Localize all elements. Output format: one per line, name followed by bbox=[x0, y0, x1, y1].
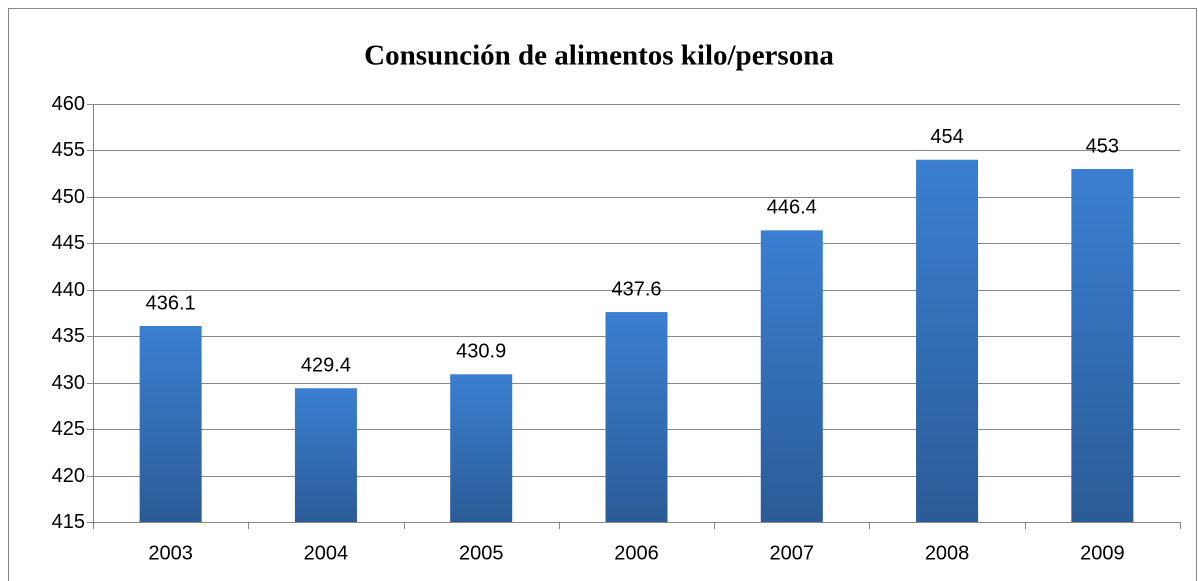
y-tick-label: 420 bbox=[52, 465, 85, 487]
y-tick-label: 455 bbox=[52, 139, 85, 161]
bar-shade bbox=[1071, 169, 1134, 522]
y-tick-label: 445 bbox=[52, 232, 85, 254]
data-label: 429.4 bbox=[301, 355, 351, 377]
data-label: 430.9 bbox=[456, 341, 506, 363]
chart-frame bbox=[8, 8, 1197, 581]
x-tick-label: 2003 bbox=[148, 542, 193, 564]
data-label: 453 bbox=[1086, 135, 1119, 157]
y-tick-label: 440 bbox=[52, 279, 85, 301]
y-tick-label: 435 bbox=[52, 325, 85, 347]
bar-shade bbox=[139, 326, 202, 522]
data-label: 446.4 bbox=[767, 197, 817, 219]
bar-shade bbox=[450, 374, 513, 522]
bar-shade bbox=[294, 388, 357, 522]
data-label: 436.1 bbox=[146, 292, 196, 314]
x-tick-label: 2009 bbox=[1080, 542, 1125, 564]
y-tick-label: 430 bbox=[52, 372, 85, 394]
x-tick-label: 2006 bbox=[614, 542, 659, 564]
y-tick-label: 425 bbox=[52, 418, 85, 440]
x-tick-label: 2005 bbox=[459, 542, 504, 564]
data-label: 437.6 bbox=[611, 278, 661, 300]
x-tick-label: 2008 bbox=[925, 542, 970, 564]
bar-shade bbox=[916, 159, 979, 522]
bar-shade bbox=[605, 312, 668, 522]
x-tick-label: 2004 bbox=[304, 542, 349, 564]
bar-shade bbox=[760, 230, 823, 522]
data-label: 454 bbox=[930, 126, 963, 148]
y-tick-label: 460 bbox=[52, 93, 85, 115]
y-tick-label: 415 bbox=[52, 511, 85, 533]
y-tick-label: 450 bbox=[52, 186, 85, 208]
x-tick-label: 2007 bbox=[770, 542, 815, 564]
chart-title: Consunción de alimentos kilo/persona bbox=[364, 40, 834, 72]
